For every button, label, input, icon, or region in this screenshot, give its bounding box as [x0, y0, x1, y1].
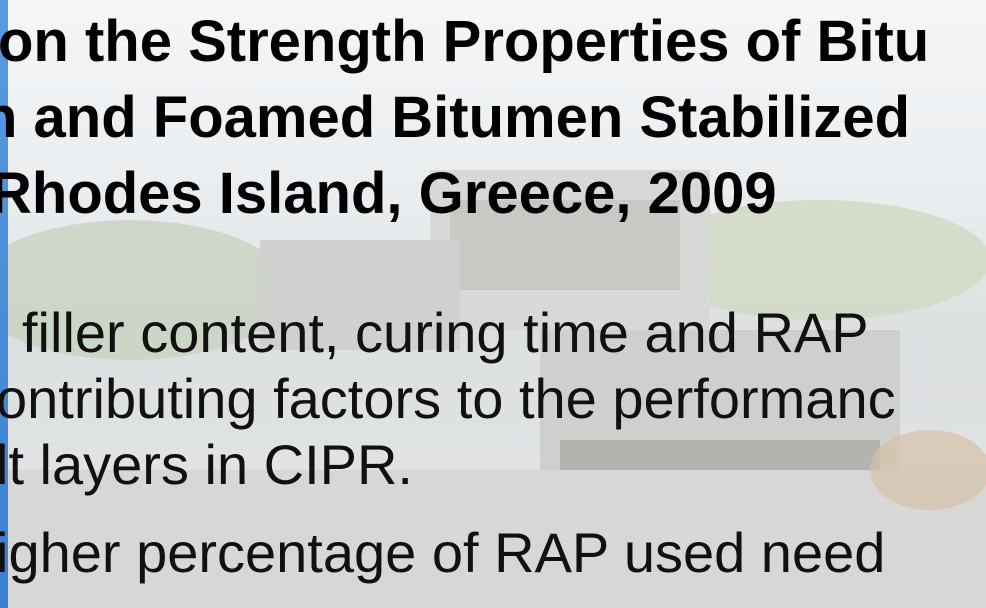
- body-line: lt layers in CIPR.: [0, 432, 413, 497]
- title-line: n and Foamed Bitumen Stabilized: [0, 84, 910, 151]
- title-line: Rhodes Island, Greece, 2009: [0, 160, 777, 227]
- body-line: filler content, curing time and RAP: [22, 300, 869, 365]
- body-line: ontributing factors to the performanc: [0, 366, 896, 431]
- body-line: igher percentage of RAP used need: [0, 520, 885, 585]
- title-line: on the Strength Properties of Bitu: [0, 8, 929, 75]
- slide: on the Strength Properties of Bitu n and…: [0, 0, 986, 608]
